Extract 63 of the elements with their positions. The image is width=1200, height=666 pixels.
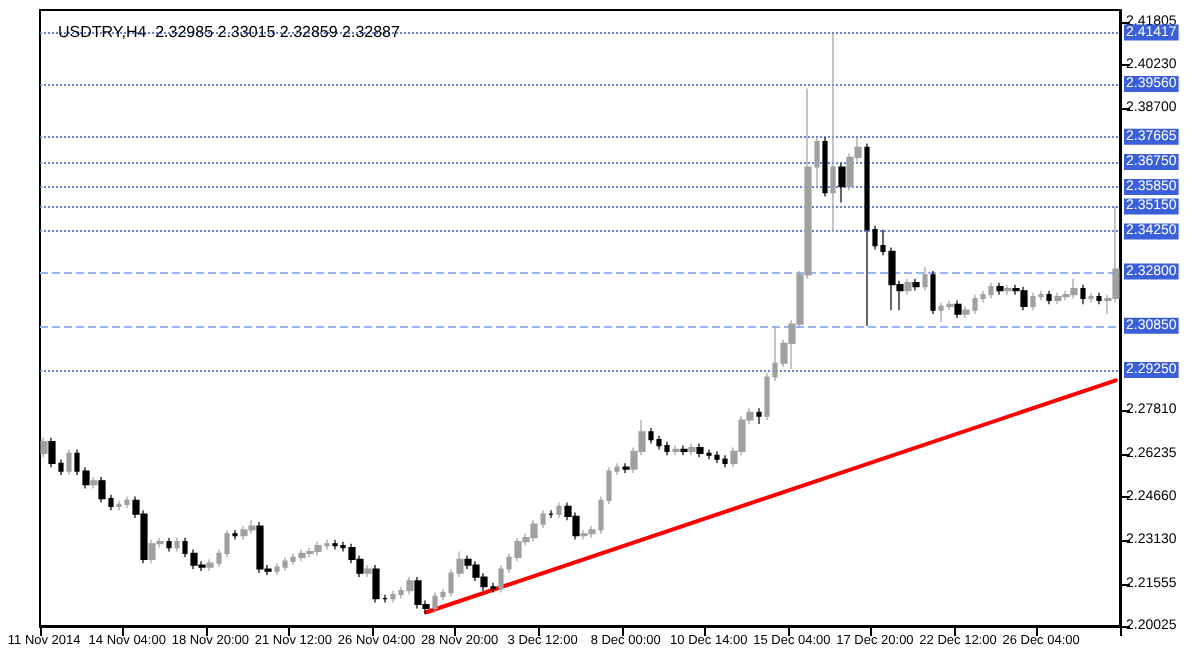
candlestick [206,558,214,572]
candlestick [332,539,338,551]
candlestick [680,444,688,456]
candlestick [298,548,306,562]
candlestick [406,576,414,596]
candlestick [580,529,588,541]
candlestick [838,162,846,204]
candlestick [432,591,438,613]
candlestick [922,266,928,292]
candlestick [954,299,962,319]
candlestick [166,537,172,553]
candlestick [66,448,72,476]
candlestick [40,437,48,458]
candlestick [1004,284,1012,296]
candlestick [90,476,98,490]
candlestick [1054,292,1062,305]
candlestick [174,537,180,553]
candlestick [248,519,256,535]
candlestick [696,443,704,458]
candlestick [1030,292,1036,311]
candlestick [830,32,836,233]
candlestick [1038,290,1044,302]
candlestick [648,427,654,445]
candlestick [1046,290,1052,305]
candlestick [656,435,662,451]
candlestick [240,525,248,541]
candlestick [1096,292,1102,305]
candlestick [414,576,422,609]
candlestick [274,562,280,576]
candlestick [232,529,238,541]
candlestick [756,407,762,425]
candlestick [314,541,322,556]
candlestick [1020,286,1028,311]
candlestick [996,282,1004,296]
candlestick [688,443,696,456]
candlestick [930,270,936,315]
text: USDTRY,H4 2.32985 2.33015 2.32859 2.32887 [58,23,401,41]
candlestick [714,450,720,464]
candlestick [306,547,314,558]
candlestick [548,509,554,519]
candlestick [256,521,264,574]
candlestick [672,444,680,456]
candlestick [148,539,156,564]
candlestick [1080,284,1086,305]
candlestick [48,437,56,468]
candlestick [904,278,912,296]
candlestick [1088,292,1094,303]
candlestick [912,278,920,292]
candlestick [722,454,728,468]
candlestick [98,476,106,504]
candlestick [124,495,130,509]
candlestick [372,564,380,604]
candlestick [282,556,288,572]
candlestick [1070,278,1078,300]
candlestick [116,499,122,511]
candlestick [390,590,396,604]
candlestick [556,501,562,519]
candlestick [622,462,630,474]
candlestick [364,564,372,578]
candlestick [988,282,994,300]
candlestick [864,142,870,327]
candlestick [664,441,670,456]
candlestick [822,137,828,198]
